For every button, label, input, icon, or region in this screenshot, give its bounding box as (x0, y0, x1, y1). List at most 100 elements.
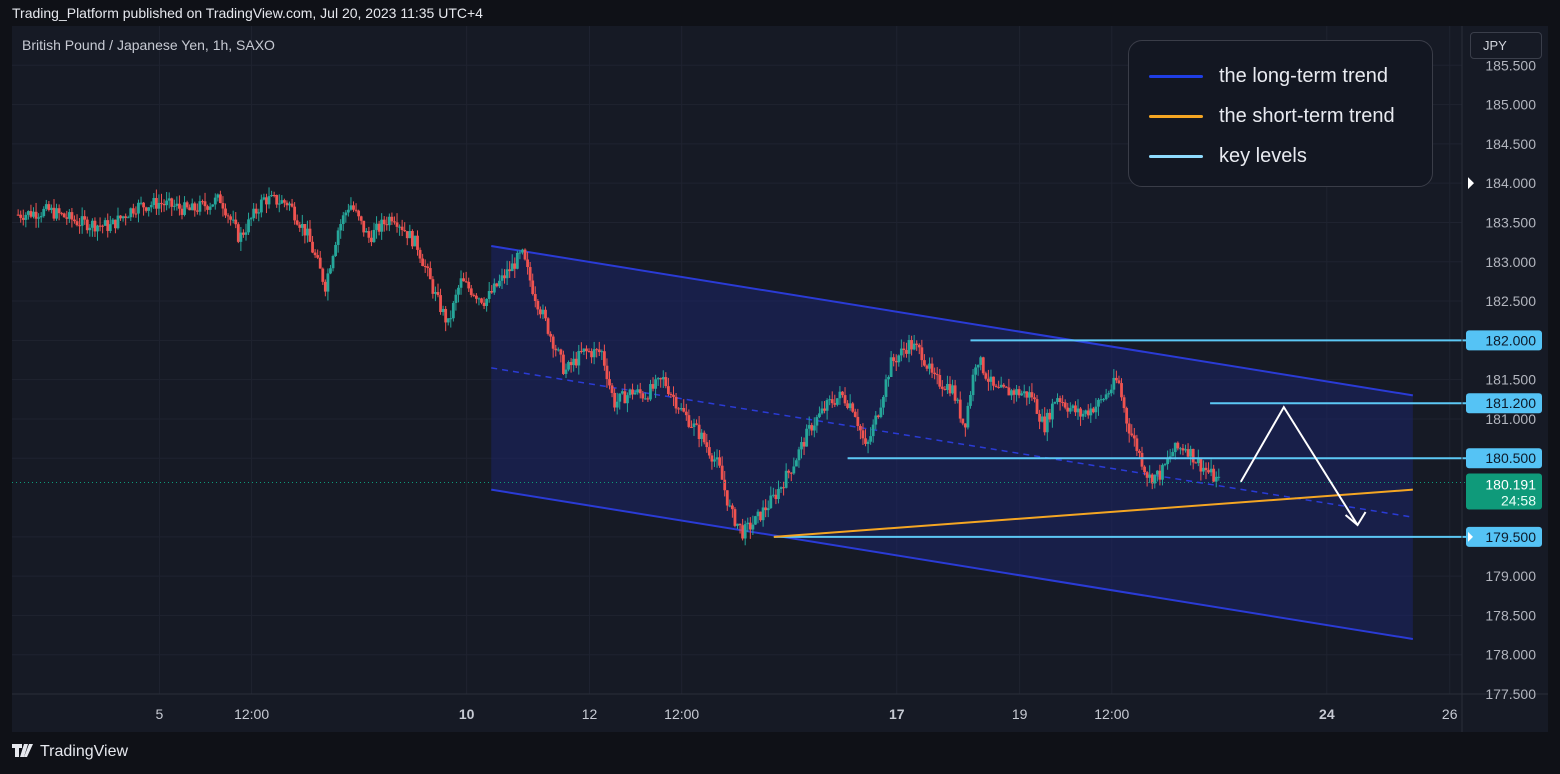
candle-body-373[interactable] (971, 374, 975, 396)
candle-body-73[interactable] (203, 201, 207, 207)
candle-body-294[interactable] (769, 495, 773, 509)
candle-body-122[interactable] (329, 268, 332, 274)
candle-body-50[interactable] (144, 207, 148, 211)
candle-body-264[interactable] (692, 423, 696, 427)
candle-body-376[interactable] (979, 357, 983, 365)
candle-body-162[interactable] (431, 279, 435, 294)
candle-body-353[interactable] (920, 347, 924, 361)
candle-body-64[interactable] (180, 208, 184, 215)
candle-body-135[interactable] (362, 220, 366, 233)
candle-body-311[interactable] (812, 425, 816, 431)
candle-body-405[interactable] (1053, 402, 1057, 404)
tradingview-brand[interactable]: TradingView (40, 743, 129, 760)
candle-body-6[interactable] (32, 211, 35, 217)
candle-body-202[interactable] (533, 294, 537, 302)
candle-body-196[interactable] (518, 252, 522, 254)
candle-body-454[interactable] (1178, 448, 1182, 450)
candle-body-360[interactable] (938, 375, 942, 387)
candle-body-343[interactable] (894, 360, 898, 363)
candle-body-329[interactable] (858, 425, 862, 431)
candle-body-364[interactable] (948, 383, 952, 394)
candle-body-466[interactable] (1209, 468, 1213, 473)
candle-body-218[interactable] (574, 358, 578, 366)
candle-body-354[interactable] (922, 360, 926, 366)
candle-body-241[interactable] (633, 392, 637, 395)
candle-body-380[interactable] (989, 376, 993, 382)
candle-body-74[interactable] (206, 206, 209, 210)
candle-body-384[interactable] (999, 384, 1003, 388)
candle-body-245[interactable] (643, 398, 647, 400)
candle-body-20[interactable] (67, 212, 71, 219)
candle-body-89[interactable] (244, 232, 248, 235)
candle-body-156[interactable] (416, 235, 419, 250)
candle-body-434[interactable] (1127, 423, 1131, 434)
candle-body-381[interactable] (992, 376, 995, 386)
candle-body-442[interactable] (1148, 474, 1152, 478)
candle-body-226[interactable] (595, 349, 599, 351)
candle-body-257[interactable] (674, 396, 678, 409)
candle-body-390[interactable] (1015, 389, 1018, 395)
candle-body-13[interactable] (50, 207, 53, 211)
candle-body-233[interactable] (613, 392, 617, 408)
channel-upper-line[interactable] (491, 245, 1414, 397)
candle-body-187[interactable] (495, 283, 499, 287)
candle-body-280[interactable] (733, 509, 737, 526)
candle-body-319[interactable] (833, 403, 837, 405)
candle-body-305[interactable] (797, 449, 801, 461)
candle-body-410[interactable] (1066, 407, 1070, 412)
candle-body-297[interactable] (777, 488, 780, 500)
candle-body-188[interactable] (498, 280, 501, 287)
candle-body-179[interactable] (474, 295, 478, 299)
candle-body-337[interactable] (879, 407, 883, 418)
candle-body-225[interactable] (592, 349, 596, 358)
candle-body-461[interactable] (1196, 458, 1200, 464)
candle-body-27[interactable] (85, 219, 89, 231)
candle-body-356[interactable] (928, 363, 931, 369)
candle-body-458[interactable] (1189, 448, 1193, 457)
candle-body-124[interactable] (334, 244, 337, 256)
candle-body-148[interactable] (395, 222, 399, 227)
candle-body-394[interactable] (1025, 391, 1029, 398)
candle-body-142[interactable] (380, 219, 384, 232)
candle-body-468[interactable] (1214, 476, 1218, 482)
candle-body-323[interactable] (843, 395, 847, 404)
candle-body-263[interactable] (690, 426, 693, 428)
candle-body-443[interactable] (1150, 474, 1154, 484)
candle-body-359[interactable] (935, 374, 939, 376)
candle-body-85[interactable] (234, 219, 238, 225)
candle-body-216[interactable] (569, 362, 573, 366)
candle-body-151[interactable] (403, 230, 407, 232)
candle-body-81[interactable] (224, 208, 227, 216)
candle-body-104[interactable] (282, 200, 286, 203)
candle-body-97[interactable] (265, 197, 268, 205)
candle-body-260[interactable] (682, 408, 686, 412)
candle-body-244[interactable] (641, 393, 645, 399)
candle-body-411[interactable] (1068, 408, 1072, 412)
candle-body-128[interactable] (344, 212, 348, 216)
candle-body-239[interactable] (628, 389, 632, 396)
candle-body-145[interactable] (387, 216, 391, 226)
candle-body-137[interactable] (367, 231, 371, 238)
candle-body-412[interactable] (1071, 405, 1075, 409)
candle-body-231[interactable] (608, 379, 611, 386)
candle-body-338[interactable] (882, 396, 885, 408)
candle-body-129[interactable] (346, 209, 350, 213)
candle-body-301[interactable] (787, 470, 791, 473)
candle-body-222[interactable] (585, 348, 588, 352)
candle-body-286[interactable] (748, 522, 752, 530)
candle-body-15[interactable] (55, 208, 58, 219)
candle-body-227[interactable] (597, 349, 601, 353)
candle-body-310[interactable] (810, 425, 814, 431)
candle-body-56[interactable] (160, 202, 163, 204)
candle-body-293[interactable] (766, 508, 770, 511)
candle-body-87[interactable] (239, 232, 243, 242)
candle-body-398[interactable] (1035, 399, 1039, 414)
candle-body-413[interactable] (1074, 405, 1077, 413)
candle-body-291[interactable] (761, 507, 765, 521)
candle-body-4[interactable] (26, 211, 30, 215)
candle-body-11[interactable] (44, 204, 48, 209)
candle-body-45[interactable] (131, 208, 135, 214)
candle-body-171[interactable] (454, 294, 458, 303)
candle-body-296[interactable] (774, 494, 778, 500)
candle-body-105[interactable] (285, 202, 289, 206)
